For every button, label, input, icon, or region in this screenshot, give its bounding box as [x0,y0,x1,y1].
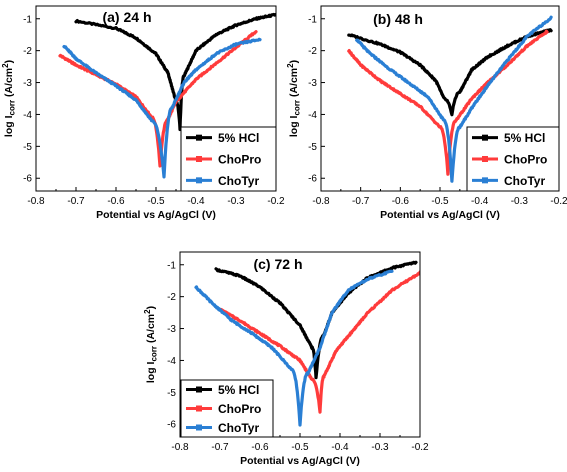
legend-swatch-marker [196,386,202,393]
y-axis-label-sub: corr [293,100,302,116]
x-tick-label: -0.5 [147,196,165,207]
legend: 5% HCl ChoPro ChoTyr [180,126,277,192]
x-tick-label: -0.5 [431,196,449,207]
legend-label: ChoTyr [218,421,259,435]
legend-label: ChoPro [504,153,547,167]
y-tick-label: -2 [308,46,317,57]
legend-label: ChoTyr [504,174,545,188]
x-tick-label: -0.6 [107,196,125,207]
y-tick-label: -5 [167,388,176,399]
y-axis-label-main: log I [288,115,300,137]
x-tick-label: -0.7 [352,196,370,207]
x-axis-label: Potential vs Ag/AgCl (V) [240,455,360,467]
x-tick-label: -0.3 [227,196,245,207]
legend-swatch-marker [482,134,488,141]
y-axis-label-unit: (A/cm [145,314,157,346]
y-tick-label: -6 [308,174,317,185]
legend-swatch-marker [482,156,488,162]
y-tick-label: -4 [167,356,176,367]
y-tick-label: -1 [23,14,32,25]
legend-swatch-marker [196,405,202,412]
x-tick-label: -0.8 [27,196,45,207]
y-axis-label-close: ) [288,60,300,64]
legend-swatch-marker [196,156,202,162]
y-axis-label-sub: corr [150,346,159,362]
y-axis-label: log Icorr (A/cm2) [1,60,17,137]
chart-panel-3: -0.8 -0.7 -0.6 -0.5 -0.4 -0.3 -0.2 -1 -2 -3 -4 -5 -6… [143,251,429,467]
y-tick-label: -3 [23,78,32,89]
legend-swatch-marker [196,177,202,184]
x-tick-label: -0.2 [550,196,567,207]
x-tick-label: -0.6 [392,196,410,207]
legend: 5% HCl ChoPro ChoTyr [466,126,560,192]
y-axis-label-close: ) [145,306,157,310]
x-axis-label: Potential vs Ag/AgCl (V) [96,209,216,221]
y-axis-label-sup: 2 [143,309,152,314]
x-tick-label: -0.4 [331,442,349,453]
legend-swatch-marker [482,177,488,184]
panel-title: (a) 24 h [102,9,151,25]
y-axis-label-sub: corr [8,100,17,116]
y-axis-label-close: ) [3,60,15,64]
x-tick-label: -0.8 [312,196,330,207]
series-line-chopro [58,30,258,168]
x-tick-label: -0.4 [471,196,489,207]
y-axis-label-main: log I [145,361,157,383]
y-tick-label: -1 [167,260,176,271]
series-line-5-hcl [74,12,276,132]
legend-label: ChoTyr [218,174,259,188]
legend-label: ChoPro [218,402,261,416]
x-tick-label: -0.8 [171,442,189,453]
chart-panel-2: -0.8 -0.7 -0.6 -0.5 -0.4 -0.3 -0.2 -1 -2 -3 -4 -5 -6… [286,5,567,221]
y-axis-label: log Icorr (A/cm2) [143,306,159,383]
legend-label: 5% HCl [218,131,259,145]
y-tick-label: -4 [23,110,32,121]
legend-swatch-marker [196,134,202,141]
y-tick-label: -4 [308,110,317,121]
x-tick-label: -0.5 [291,442,309,453]
y-tick-label: -2 [23,46,32,57]
y-tick-label: -6 [167,420,176,431]
series-line-chopro [218,270,420,414]
y-tick-label: -3 [308,78,317,89]
legend: 5% HCl ChoPro ChoTyr [180,379,274,438]
legend-label: 5% HCl [504,131,545,145]
x-tick-label: -0.2 [267,196,285,207]
series-line-chotyr [355,15,553,183]
series-line-5-hcl [214,260,418,380]
x-tick-label: -0.7 [211,442,229,453]
y-tick-label: -3 [167,324,176,335]
series-line-chopro [347,29,549,176]
panel-title: (b) 48 h [373,11,423,27]
legend-label: ChoPro [218,153,261,167]
y-axis-label-unit: (A/cm [288,68,300,100]
y-axis-label-main: log I [3,115,15,137]
y-axis-label: log Icorr (A/cm2) [286,60,302,137]
x-tick-label: -0.2 [411,442,429,453]
y-tick-label: -5 [308,142,317,153]
y-axis-label-sup: 2 [1,63,10,68]
chart-panel-1: -0.8 -0.7 -0.6 -0.5 -0.4 -0.3 -0.2 -1 -2 -3 -4 -5 -6… [1,5,285,221]
series-line-chotyr [194,269,394,427]
legend-swatch-marker [196,424,202,431]
y-tick-label: -2 [167,292,176,303]
series-line-chotyr [62,37,262,179]
x-axis-label: Potential vs Ag/AgCl (V) [380,209,500,221]
y-tick-label: -1 [308,14,317,25]
y-axis-label-unit: (A/cm [3,68,15,100]
x-tick-label: -0.7 [67,196,85,207]
x-tick-label: -0.6 [251,442,269,453]
y-tick-label: -6 [23,174,32,185]
x-tick-label: -0.3 [511,196,529,207]
x-tick-label: -0.3 [371,442,389,453]
legend-label: 5% HCl [218,383,259,397]
panel-title: (c) 72 h [253,256,302,272]
series-line-5-hcl [347,28,553,117]
x-tick-label: -0.4 [187,196,205,207]
y-tick-label: -5 [23,142,32,153]
y-axis-label-sup: 2 [286,63,295,68]
